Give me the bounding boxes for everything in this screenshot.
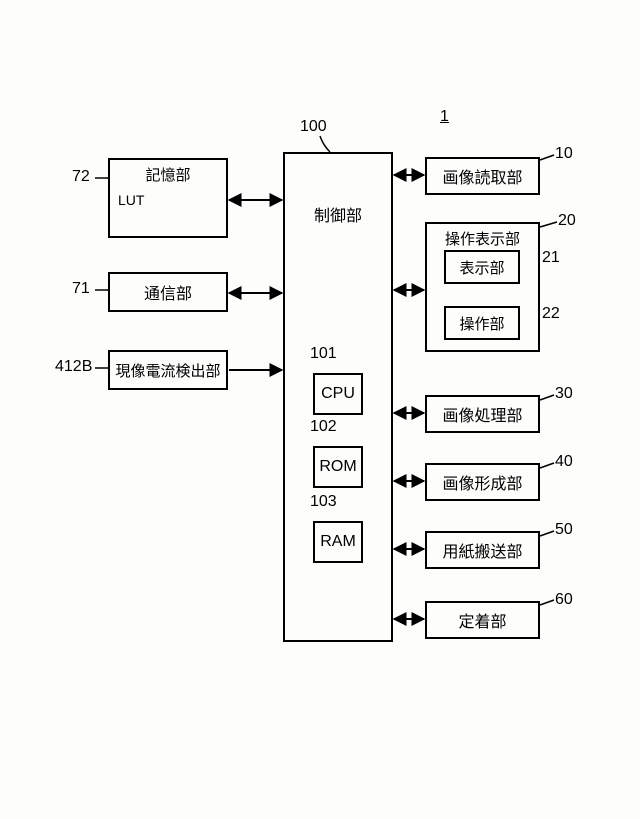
rom-ref: 102 xyxy=(310,418,337,436)
detect-box: 現像電流検出部 xyxy=(108,350,228,390)
imgproc-label: 画像処理部 xyxy=(442,402,522,426)
cpu-label: CPU xyxy=(321,385,355,403)
display-ref: 21 xyxy=(542,249,560,267)
display-label: 表示部 xyxy=(459,257,504,278)
ram-ref: 103 xyxy=(310,493,337,511)
paper-box: 用紙搬送部 xyxy=(425,531,540,569)
comm-label: 通信部 xyxy=(144,280,192,304)
memory-label: 記憶部 xyxy=(110,160,226,185)
rom-box: ROM xyxy=(313,446,363,488)
figure-ref: 1 xyxy=(440,108,449,126)
detect-label: 現像電流検出部 xyxy=(115,360,220,381)
center-control-ref: 100 xyxy=(300,118,327,136)
imgform-label: 画像形成部 xyxy=(442,470,522,494)
comm-box: 通信部 xyxy=(108,272,228,312)
comm-ref: 71 xyxy=(72,280,90,298)
opdisp-label: 操作表示部 xyxy=(427,224,538,249)
reader-label: 画像読取部 xyxy=(442,164,522,188)
ram-box: RAM xyxy=(313,521,363,563)
reader-box: 画像読取部 xyxy=(425,157,540,195)
memory-box: 記憶部 LUT xyxy=(108,158,228,238)
imgproc-ref: 30 xyxy=(555,385,573,403)
fixing-box: 定着部 xyxy=(425,601,540,639)
detect-ref: 412B xyxy=(55,358,92,376)
memory-lut-label: LUT xyxy=(118,192,144,208)
fixing-ref: 60 xyxy=(555,591,573,609)
cpu-ref: 101 xyxy=(310,345,337,363)
imgform-box: 画像形成部 xyxy=(425,463,540,501)
rom-label: ROM xyxy=(319,458,356,476)
paper-ref: 50 xyxy=(555,521,573,539)
paper-label: 用紙搬送部 xyxy=(442,538,522,562)
operate-ref: 22 xyxy=(542,305,560,323)
reader-ref: 10 xyxy=(555,145,573,163)
operate-label: 操作部 xyxy=(459,313,504,334)
center-control-label: 制御部 xyxy=(314,202,362,226)
imgproc-box: 画像処理部 xyxy=(425,395,540,433)
display-box: 表示部 xyxy=(444,250,520,284)
operate-box: 操作部 xyxy=(444,306,520,340)
fixing-label: 定着部 xyxy=(458,608,506,632)
memory-ref: 72 xyxy=(72,168,90,186)
cpu-box: CPU xyxy=(313,373,363,415)
ram-label: RAM xyxy=(320,533,356,551)
imgform-ref: 40 xyxy=(555,453,573,471)
opdisp-ref: 20 xyxy=(558,212,576,230)
